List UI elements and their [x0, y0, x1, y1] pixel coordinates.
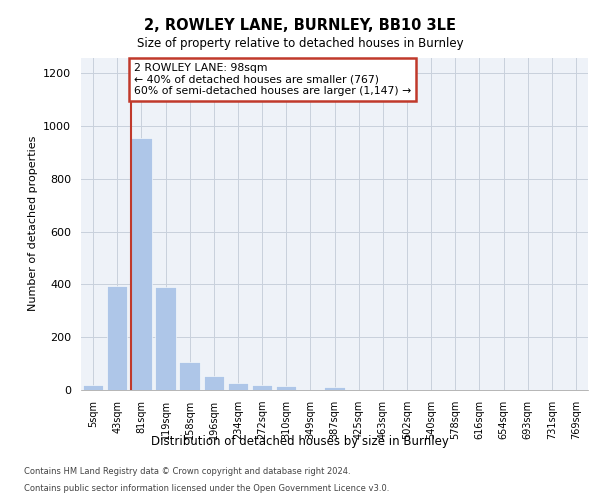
Bar: [83, 385, 103, 390]
Text: 2, ROWLEY LANE, BURNLEY, BB10 3LE: 2, ROWLEY LANE, BURNLEY, BB10 3LE: [144, 18, 456, 32]
Y-axis label: Number of detached properties: Number of detached properties: [28, 136, 38, 312]
Text: Distribution of detached houses by size in Burnley: Distribution of detached houses by size …: [151, 435, 449, 448]
Bar: [252, 385, 272, 390]
Text: Contains HM Land Registry data © Crown copyright and database right 2024.: Contains HM Land Registry data © Crown c…: [24, 468, 350, 476]
Text: Size of property relative to detached houses in Burnley: Size of property relative to detached ho…: [137, 38, 463, 51]
Text: 2 ROWLEY LANE: 98sqm
← 40% of detached houses are smaller (767)
60% of semi-deta: 2 ROWLEY LANE: 98sqm ← 40% of detached h…: [134, 63, 411, 96]
Bar: [324, 386, 345, 390]
Text: Contains public sector information licensed under the Open Government Licence v3: Contains public sector information licen…: [24, 484, 389, 493]
Bar: [107, 286, 127, 390]
Bar: [155, 287, 176, 390]
Bar: [179, 362, 200, 390]
Bar: [131, 138, 152, 390]
Bar: [227, 383, 248, 390]
Bar: [276, 386, 296, 390]
Bar: [203, 376, 224, 390]
